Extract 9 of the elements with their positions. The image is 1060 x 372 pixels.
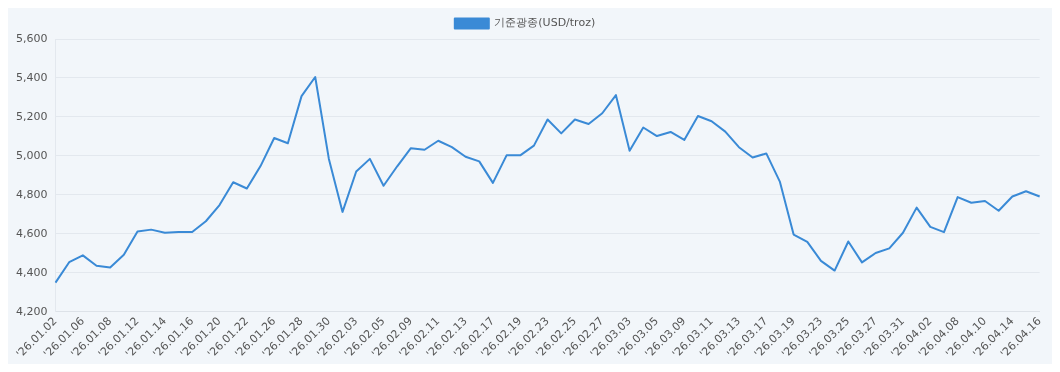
y-tick-label: 4,200 bbox=[15, 304, 48, 318]
y-tick-label: 4,800 bbox=[15, 187, 48, 201]
y-tick-label: 5,600 bbox=[15, 31, 48, 45]
y-tick-label: 5,000 bbox=[15, 148, 48, 162]
y-tick-label: 5,400 bbox=[15, 70, 48, 84]
y-tick-label: 4,400 bbox=[15, 265, 48, 279]
y-tick-label: 5,200 bbox=[15, 109, 48, 123]
legend-label: 기준광종(USD/troz) bbox=[494, 16, 596, 30]
y-tick-label: 4,600 bbox=[15, 226, 48, 240]
